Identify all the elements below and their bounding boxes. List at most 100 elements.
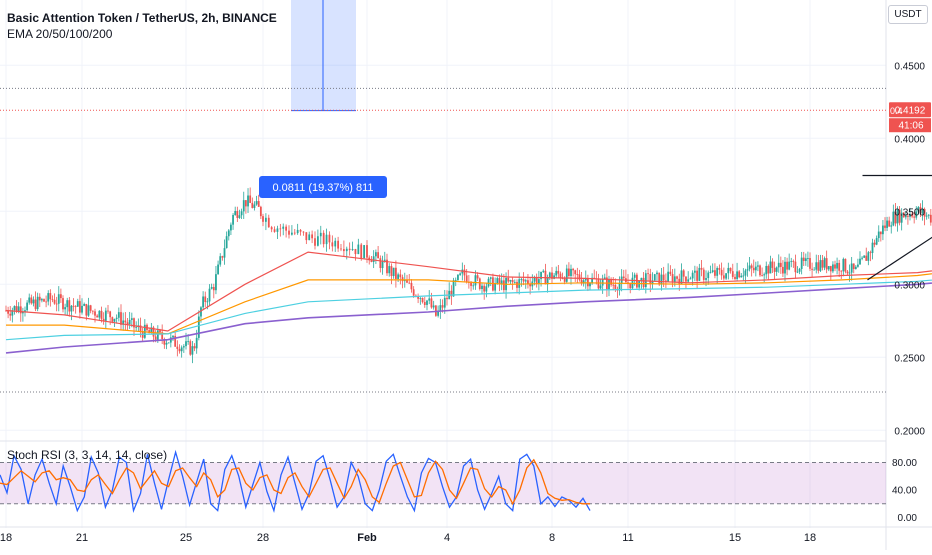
candle-body [234, 211, 236, 215]
candle-body [790, 261, 792, 262]
candle-body [382, 261, 384, 268]
candle-body [26, 303, 28, 311]
candle-body [68, 300, 70, 311]
candle-body [206, 301, 208, 302]
candle-body [357, 245, 359, 255]
candle-body [496, 278, 498, 283]
candle-body [329, 235, 331, 243]
candle-body [271, 227, 273, 229]
candle-body [799, 269, 801, 272]
rsi-tick-label: 40.00 [892, 486, 917, 497]
candle-body [291, 233, 293, 235]
candle-body [98, 311, 100, 318]
candle-body [352, 249, 354, 250]
candle-body [703, 270, 705, 280]
candle-body [811, 269, 813, 270]
candle-body [155, 337, 157, 340]
candle-body [300, 230, 302, 232]
candle-body [612, 285, 614, 286]
candle-body [265, 218, 267, 222]
candle-body [419, 298, 421, 299]
candle-body [58, 294, 60, 304]
candle-body [658, 273, 660, 285]
candle-body [809, 258, 811, 269]
candle-body [734, 277, 736, 279]
candle-body [453, 280, 455, 296]
candle-body [886, 221, 888, 228]
candle-body [878, 232, 880, 239]
candle-body [455, 280, 457, 281]
candle-body [520, 279, 522, 280]
candle-body [623, 277, 625, 279]
candle-body [75, 306, 77, 307]
candle-body [672, 274, 674, 282]
candle-body [56, 304, 58, 305]
candle-body [690, 278, 692, 279]
candle-body [94, 311, 96, 315]
candle-body [830, 266, 832, 271]
candle-body [859, 259, 861, 265]
time-tick-label: 18 [0, 532, 12, 544]
candle-body [116, 318, 118, 319]
candle-body [217, 265, 219, 275]
candle-body [661, 275, 663, 285]
candle-body [397, 274, 399, 279]
candle-body [85, 304, 87, 316]
candle-body [71, 306, 73, 312]
second-price-label: 0.4 [890, 106, 903, 116]
candle-body [647, 273, 649, 274]
candle-body [815, 262, 817, 269]
candle-body [566, 269, 568, 282]
time-tick-label: 21 [76, 532, 88, 544]
candle-body [236, 211, 238, 218]
candle-body [692, 273, 694, 279]
candle-body [388, 266, 390, 273]
candle-body [788, 262, 790, 270]
candle-body [340, 249, 342, 250]
candle-body [778, 263, 780, 267]
candle-body [763, 274, 765, 275]
candle-body [712, 270, 714, 272]
candle-body [232, 215, 234, 225]
candle-body [105, 311, 107, 321]
candle-body [514, 282, 516, 283]
candle-body [888, 221, 890, 227]
time-tick-label: 25 [180, 532, 192, 544]
candle-body [433, 306, 435, 308]
candle-body [135, 327, 137, 328]
candle-body [774, 268, 776, 272]
candle-body [826, 258, 828, 269]
candle-body [297, 230, 299, 233]
currency-button[interactable]: USDT [888, 5, 928, 24]
candle-body [745, 271, 747, 276]
candle-body [847, 272, 849, 274]
candle-body [716, 268, 718, 276]
candle-body [28, 297, 30, 302]
candle-body [375, 252, 377, 256]
candle-body [391, 266, 393, 276]
candle-body [807, 258, 809, 259]
candle-body [49, 293, 51, 299]
candle-body [224, 248, 226, 258]
candle-body [872, 243, 874, 253]
candle-body [77, 301, 79, 307]
candle-body [288, 231, 290, 235]
candle-body [751, 265, 753, 267]
candle-body [185, 341, 187, 346]
candle-body [926, 216, 928, 217]
candle-body [393, 268, 395, 276]
candle-body [654, 274, 656, 280]
candle-body [820, 260, 822, 271]
candle-body [64, 307, 66, 309]
candle-body [88, 305, 90, 315]
candle-body [676, 276, 678, 278]
candle-body [254, 204, 256, 207]
candle-body [41, 299, 43, 300]
candle-body [836, 263, 838, 269]
candle-body [422, 298, 424, 302]
candle-body [282, 227, 284, 229]
candle-body [107, 311, 109, 312]
candle-body [705, 278, 707, 280]
candle-body [194, 346, 196, 348]
